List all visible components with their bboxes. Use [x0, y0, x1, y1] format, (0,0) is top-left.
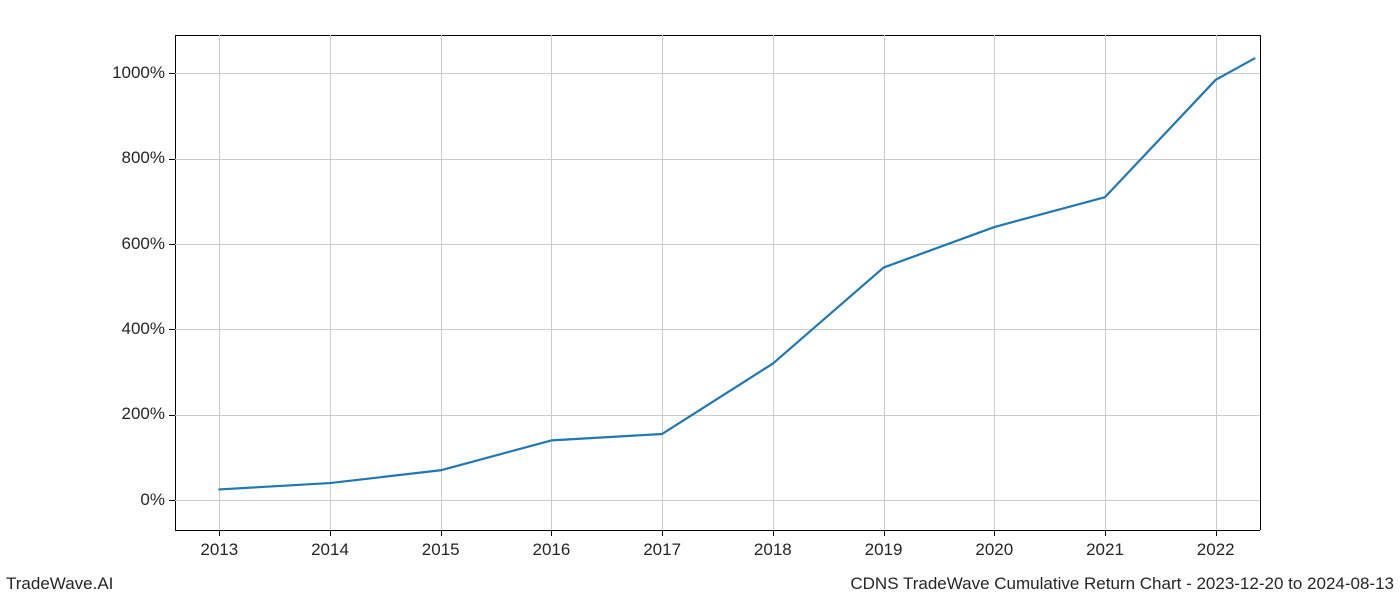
footer-left-label: TradeWave.AI	[6, 574, 113, 594]
footer-right-label: CDNS TradeWave Cumulative Return Chart -…	[850, 574, 1394, 594]
line-series	[0, 0, 1400, 600]
